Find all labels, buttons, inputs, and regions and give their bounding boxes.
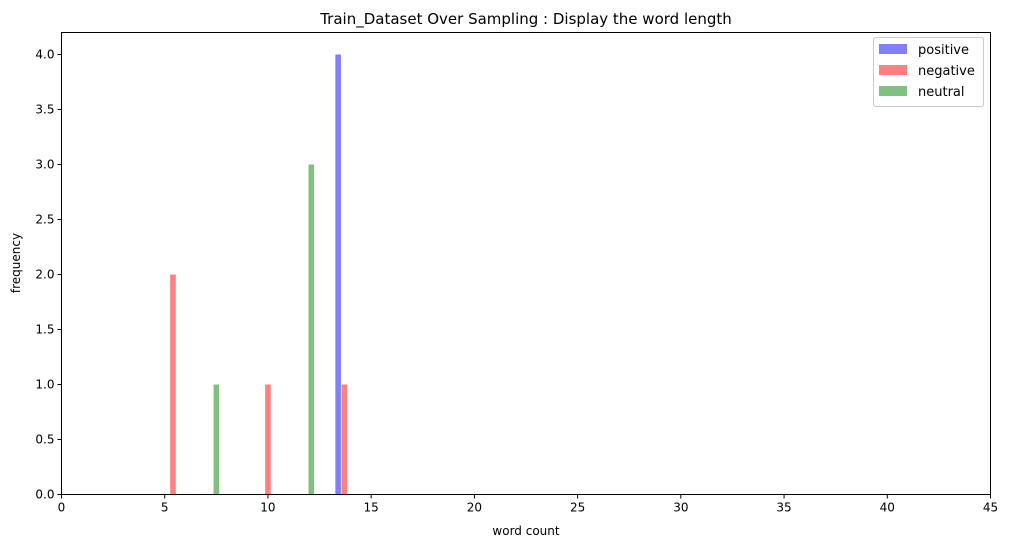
x-tick-label: 30: [673, 501, 688, 515]
x-tick-label: 15: [364, 501, 379, 515]
y-tick-label: 3.0: [35, 158, 54, 172]
x-tick-label: 0: [58, 501, 66, 515]
y-tick-label: 2.0: [35, 268, 54, 282]
x-tick-label: 40: [880, 501, 895, 515]
legend: positive negative neutral: [873, 37, 984, 107]
bar-negative-1: [265, 384, 271, 495]
chart-title: Train_Dataset Over Sampling : Display th…: [319, 10, 732, 29]
bars-layer: [170, 54, 348, 495]
plot-frame: [61, 32, 991, 495]
bar-negative-0: [170, 274, 176, 495]
x-tick-label: 10: [260, 501, 275, 515]
x-tick-label: 5: [161, 501, 169, 515]
y-tick-label: 1.5: [35, 323, 54, 337]
bar-positive-0: [335, 54, 341, 495]
y-axis: 0.0 0.5 1.0 1.5 2.0 2.5 3.0 3.5 4.0: [35, 48, 62, 502]
bar-neutral-0: [213, 384, 220, 495]
legend-swatch-negative: [879, 65, 907, 75]
y-axis-label: frequency: [9, 233, 23, 293]
y-tick-label: 1.0: [35, 378, 54, 392]
x-tick-label: 35: [776, 501, 791, 515]
legend-label-positive: positive: [918, 43, 969, 58]
x-axis-label: word count: [492, 524, 559, 538]
y-tick-label: 3.5: [35, 103, 54, 117]
bar-neutral-1: [308, 164, 315, 495]
x-tick-label: 45: [983, 501, 998, 515]
legend-label-neutral: neutral: [918, 85, 965, 100]
y-tick-label: 2.5: [35, 213, 54, 227]
x-tick-label: 20: [467, 501, 482, 515]
y-tick-label: 0.0: [35, 488, 54, 502]
y-tick-label: 4.0: [35, 48, 54, 62]
legend-swatch-neutral: [879, 86, 907, 96]
x-tick-label: 25: [570, 501, 585, 515]
x-axis: 0 5 10 15 20 25 30 35 40 45: [58, 494, 998, 515]
legend-swatch-positive: [879, 44, 907, 54]
y-tick-label: 0.5: [35, 433, 54, 447]
legend-label-negative: negative: [918, 64, 975, 79]
bar-negative-2: [341, 384, 348, 495]
